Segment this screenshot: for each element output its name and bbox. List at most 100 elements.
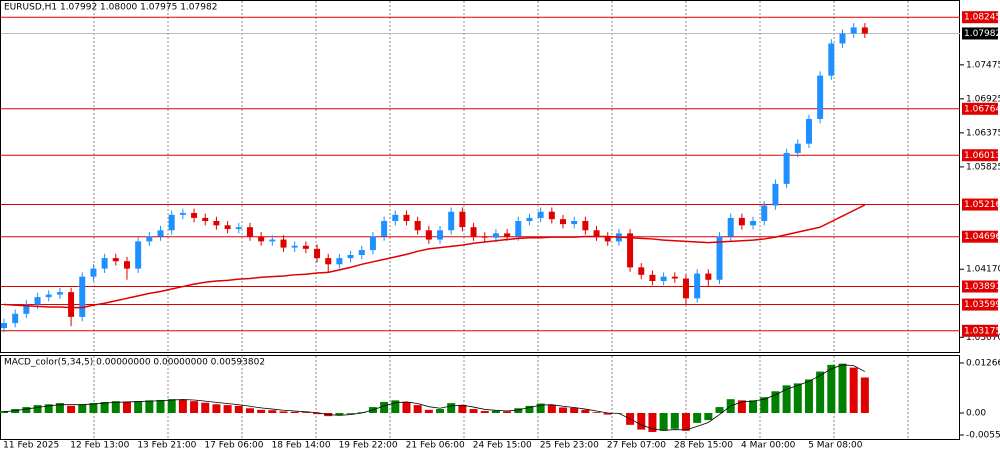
y-tick-label: -0.0055703 [966, 430, 1000, 440]
candle-body [459, 211, 466, 228]
macd-bar [44, 404, 53, 413]
macd-bar [760, 397, 769, 413]
candle-body [191, 212, 198, 218]
macd-bar [458, 405, 467, 413]
macd-bar [212, 404, 221, 413]
macd-bar [737, 400, 746, 413]
macd-bar [525, 405, 534, 413]
macd-bar [145, 400, 154, 413]
candle-body [202, 217, 209, 222]
level-tag [962, 149, 998, 162]
x-tick-label: 5 Mar 08:00 [808, 441, 863, 451]
macd-bar [659, 413, 668, 431]
macd-bar [536, 403, 545, 413]
candle-body [213, 221, 220, 226]
macd-bar [380, 401, 389, 413]
macd-bar [413, 405, 422, 413]
candle-body [347, 255, 354, 259]
macd-bar [804, 379, 813, 413]
candle-body [705, 273, 712, 280]
candle-body [504, 233, 511, 237]
candle-body [660, 276, 667, 281]
x-tick-label: 25 Feb 23:00 [540, 441, 599, 451]
macd-bar [860, 377, 869, 413]
candle-body [12, 313, 19, 324]
candle-body [738, 217, 745, 226]
candle-body [68, 292, 75, 317]
candle-body [179, 212, 186, 215]
candle-body [392, 214, 399, 222]
macd-bar [681, 413, 690, 431]
macd-bar [245, 408, 254, 413]
macd-bar [178, 399, 187, 413]
candle-body [269, 239, 276, 242]
macd-bar [234, 405, 243, 413]
level-tag [962, 11, 998, 24]
macd-title: MACD_color(5,34,5) 0.00000000 0.00000000… [4, 358, 265, 368]
x-tick-label: 18 Feb 14:00 [272, 441, 331, 451]
macd-bar [849, 367, 858, 413]
macd-bar [190, 401, 199, 413]
level-tag [962, 102, 998, 115]
candle-body [437, 230, 444, 240]
x-tick-label: 28 Feb 15:00 [674, 441, 733, 451]
candle-body [291, 245, 298, 248]
candle-body [56, 292, 63, 295]
level-tag [962, 298, 998, 311]
macd-bar [637, 413, 646, 430]
level-tag [962, 324, 998, 337]
candle-body [716, 236, 723, 280]
candle-body [224, 225, 231, 230]
macd-bar [22, 407, 31, 413]
macd-bar [693, 413, 702, 423]
y-tick-label: 1.06925 [966, 94, 1000, 104]
candle-body [481, 236, 488, 238]
candle-body [325, 258, 332, 265]
candle-body [79, 276, 86, 317]
candle-body [772, 183, 779, 206]
candle-body [783, 152, 790, 184]
x-tick-label: 12 Feb 13:00 [70, 441, 129, 451]
candle-body [537, 211, 544, 218]
macd-bar [201, 402, 210, 413]
candle-body [817, 75, 824, 119]
candle-body [258, 236, 265, 242]
macd-bar [838, 363, 847, 413]
candle-body [146, 236, 153, 242]
macd-bar [793, 383, 802, 413]
candle-body [593, 230, 600, 237]
candle-body [694, 273, 701, 299]
candle-body [358, 250, 365, 256]
macd-bar [301, 412, 310, 413]
macd-bar [167, 399, 176, 413]
candle-body [314, 248, 321, 259]
candle-body [727, 217, 734, 237]
candle-body [168, 214, 175, 231]
macd-bar [570, 407, 579, 413]
level-label: 1.03175 [964, 326, 1000, 336]
candle-body [604, 236, 611, 242]
candle-body [280, 239, 287, 248]
candle-body [101, 258, 108, 269]
candle-body [157, 230, 164, 237]
candle-body [671, 276, 678, 279]
x-tick-label: 17 Feb 06:00 [204, 441, 263, 451]
macd-bar [391, 400, 400, 413]
macd-bar [313, 413, 322, 415]
candle-body [560, 219, 566, 225]
macd-bar [268, 410, 277, 413]
x-tick-label: 19 Feb 22:00 [339, 441, 398, 451]
level-label: 1.08245 [964, 13, 1000, 23]
price-panel [0, 0, 960, 353]
macd-bar [100, 401, 109, 413]
macd-bar [134, 401, 143, 413]
macd-bar [514, 408, 523, 413]
candle-body [45, 294, 52, 298]
macd-bar [559, 407, 567, 413]
candle-body [369, 236, 376, 251]
y-tick-label: 0.0126649 [966, 359, 1000, 369]
candle-body [828, 43, 835, 76]
signal-line [3, 364, 866, 431]
level-label: 1.06764 [964, 104, 1000, 114]
